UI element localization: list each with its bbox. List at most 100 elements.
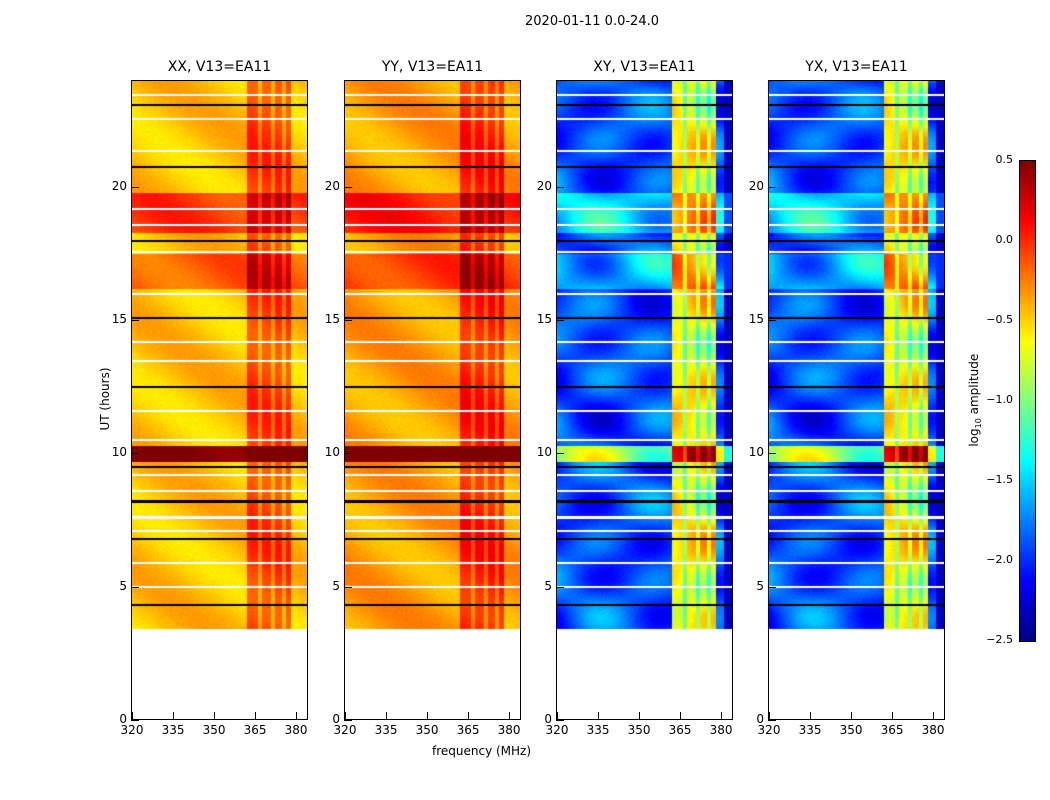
x-tick — [810, 712, 812, 720]
x-tick — [598, 712, 600, 720]
colorbar-tick-label: −1.5 — [986, 473, 1013, 486]
figure-title: 2020-01-11 0.0-24.0 — [525, 14, 659, 29]
x-tick — [468, 712, 470, 720]
colorbar-label: log10 amplitude — [967, 345, 983, 455]
x-tick — [933, 712, 935, 720]
x-tick-label: 335 — [586, 723, 610, 737]
x-tick — [386, 712, 388, 720]
x-tick — [173, 712, 175, 720]
y-tick — [131, 320, 139, 321]
y-tick — [131, 720, 139, 721]
y-tick-label: 0 — [544, 712, 552, 726]
cb-label-log: log — [966, 428, 981, 447]
x-tick-label: 320 — [120, 723, 144, 737]
x-tick-label: 350 — [415, 723, 439, 737]
colorbar-tick-label: −2.0 — [986, 553, 1013, 566]
x-tick-label: 335 — [374, 723, 398, 737]
y-tick — [768, 453, 776, 455]
x-tick — [769, 712, 770, 720]
y-tick — [556, 320, 564, 321]
x-tick-label: 365 — [880, 723, 904, 737]
y-tick-label: 20 — [111, 178, 127, 193]
y-tick-label: 15 — [111, 312, 127, 326]
y-tick-label: 15 — [536, 312, 552, 326]
y-tick — [556, 186, 564, 188]
y-axis-label: UT (hours) — [98, 367, 112, 431]
colorbar-tick-label: −1.0 — [986, 393, 1013, 406]
y-tick-label: 5 — [119, 578, 127, 593]
heatmap-panel — [556, 80, 733, 720]
x-tick — [639, 712, 641, 720]
y-tick-label: 5 — [332, 578, 340, 593]
x-tick — [427, 712, 429, 720]
x-tick-label: 380 — [709, 723, 733, 737]
x-tick — [509, 712, 511, 720]
colorbar-tick-label: 0.0 — [995, 233, 1014, 246]
x-tick-label: 380 — [921, 723, 945, 737]
x-axis-label: frequency (MHz) — [432, 744, 532, 758]
y-tick-label: 5 — [756, 578, 764, 593]
y-tick — [768, 720, 776, 721]
x-tick — [345, 712, 346, 720]
heatmap-panel — [131, 80, 308, 720]
y-tick — [344, 453, 352, 455]
y-tick — [768, 186, 776, 188]
heatmap-image — [345, 81, 520, 719]
y-tick — [768, 320, 776, 321]
x-tick-label: 350 — [839, 723, 863, 737]
x-tick — [255, 712, 257, 720]
y-tick-label: 20 — [324, 178, 340, 193]
y-tick-label: 15 — [748, 312, 764, 326]
panel-title: XX, V13=EA11 — [167, 59, 272, 75]
colorbar-tick-label: 0.5 — [995, 153, 1014, 166]
y-tick — [344, 186, 352, 188]
y-tick — [556, 720, 564, 721]
heatmap-image — [132, 81, 307, 719]
x-tick-label: 380 — [284, 723, 308, 737]
y-tick-label: 20 — [748, 178, 764, 193]
x-tick-label: 335 — [798, 723, 822, 737]
y-tick — [344, 320, 352, 321]
y-tick — [131, 586, 139, 588]
x-tick-label: 320 — [757, 723, 781, 737]
y-tick — [556, 453, 564, 455]
x-tick-label: 365 — [456, 723, 480, 737]
heatmap-image — [769, 81, 944, 719]
panel-title: XY, V13=EA11 — [593, 59, 696, 75]
x-tick-label: 365 — [243, 723, 267, 737]
y-tick — [344, 720, 352, 721]
y-tick-label: 10 — [748, 445, 764, 460]
y-tick — [556, 586, 564, 588]
x-tick-label: 350 — [627, 723, 651, 737]
x-tick-label: 365 — [668, 723, 692, 737]
y-tick-label: 10 — [536, 445, 552, 460]
x-tick-label: 320 — [333, 723, 357, 737]
x-tick-label: 380 — [497, 723, 521, 737]
x-tick-label: 320 — [545, 723, 569, 737]
x-tick — [557, 712, 558, 720]
y-tick-label: 0 — [332, 712, 340, 726]
colorbar-tick-label: −0.5 — [986, 313, 1013, 326]
colorbar — [1019, 160, 1036, 642]
heatmap-image — [557, 81, 732, 719]
panel-title: YY, V13=EA11 — [381, 59, 484, 75]
x-tick — [132, 712, 133, 720]
x-tick-label: 335 — [161, 723, 185, 737]
x-tick — [296, 712, 298, 720]
x-tick — [680, 712, 682, 720]
y-tick — [131, 453, 139, 455]
y-tick-label: 15 — [324, 312, 340, 326]
y-tick — [131, 186, 139, 188]
heatmap-panel — [768, 80, 945, 720]
y-tick-label: 10 — [111, 445, 127, 460]
x-tick-label: 350 — [202, 723, 226, 737]
colorbar-tick-label: −2.5 — [986, 633, 1013, 646]
y-tick — [344, 586, 352, 588]
y-tick-label: 0 — [119, 712, 127, 726]
x-tick — [892, 712, 894, 720]
cb-label-rest: amplitude — [966, 353, 981, 419]
y-tick-label: 5 — [544, 578, 552, 593]
y-tick-label: 10 — [324, 445, 340, 460]
panel-title: YX, V13=EA11 — [805, 59, 908, 75]
